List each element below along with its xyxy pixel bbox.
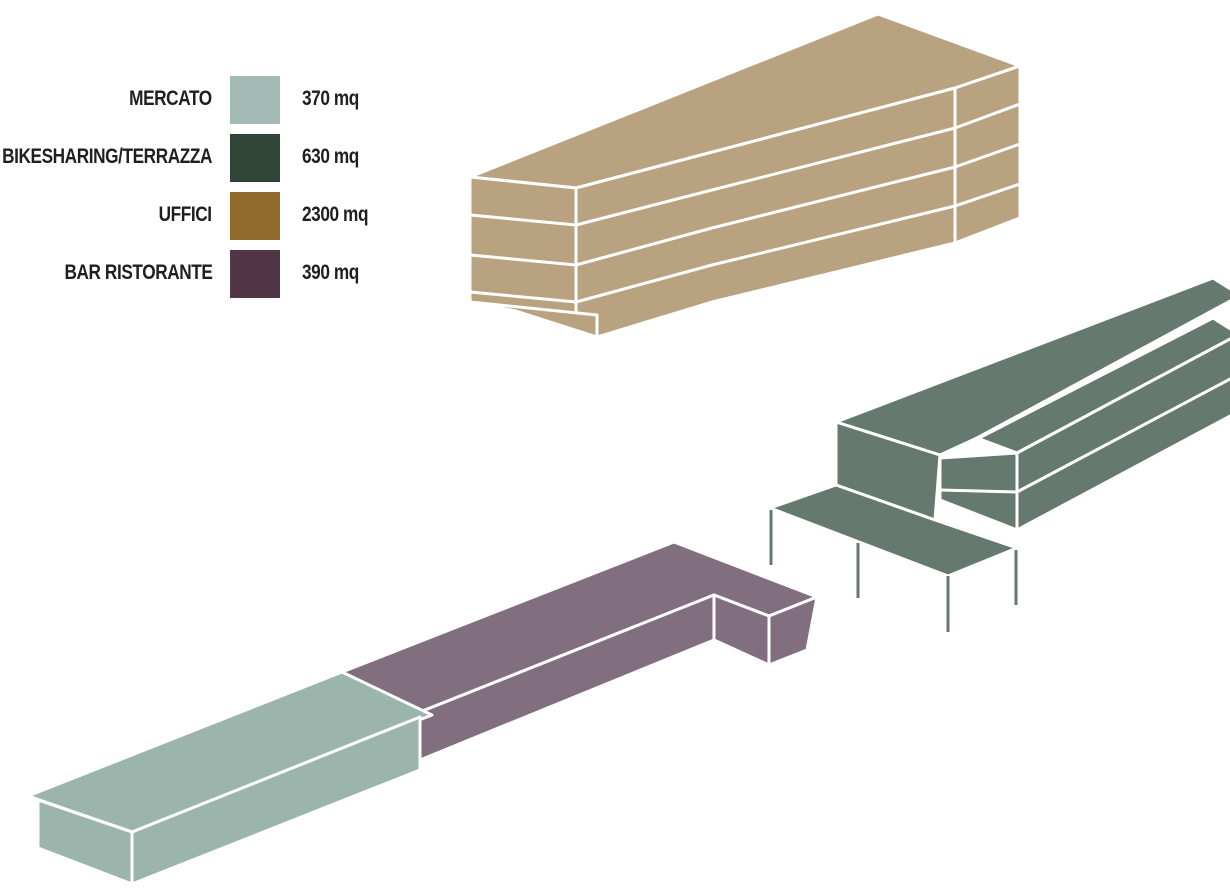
bikesharing-inner-top (938, 316, 1230, 460)
legend-area: 390 mq (302, 261, 359, 284)
legend-swatch-mercato (230, 76, 280, 124)
legend-area: 630 mq (302, 145, 359, 168)
legend-item-uffici: UFFICI 2300 mq (0, 192, 420, 240)
uffici-base-notch (468, 300, 599, 339)
legend-area: 370 mq (302, 87, 359, 110)
legend-swatch-bar (230, 250, 280, 298)
legend-label: BIKESHARING/TERRAZZA (2, 145, 212, 168)
mercato-end-face (36, 798, 134, 886)
uffici-floor-lines (469, 102, 1021, 304)
legend-swatch-bikesharing (230, 134, 280, 182)
legend: MERCATO 370 mq BIKESHARING/TERRAZZA 630 … (0, 0, 420, 320)
legend-item-bikesharing: BIKESHARING/TERRAZZA 630 mq (0, 134, 420, 182)
terrazza-columns (769, 510, 1018, 632)
mercato-volume (26, 670, 434, 886)
legend-item-mercato: MERCATO 370 mq (0, 76, 420, 124)
terrazza-deck (768, 483, 1019, 578)
legend-label: BAR RISTORANTE (64, 261, 212, 284)
legend-label: MERCATO (129, 87, 212, 110)
bar-volume (340, 540, 819, 762)
legend-swatch-uffici (230, 192, 280, 240)
bar-wing-side (767, 595, 819, 667)
legend-item-bar: BAR RISTORANTE 390 mq (0, 250, 420, 298)
bikesharing-lines (939, 377, 1230, 494)
legend-label: UFFICI (158, 203, 212, 226)
uffici-volume (468, 12, 1022, 339)
bikesharing-volume (768, 276, 1230, 632)
legend-area: 2300 mq (302, 203, 369, 226)
